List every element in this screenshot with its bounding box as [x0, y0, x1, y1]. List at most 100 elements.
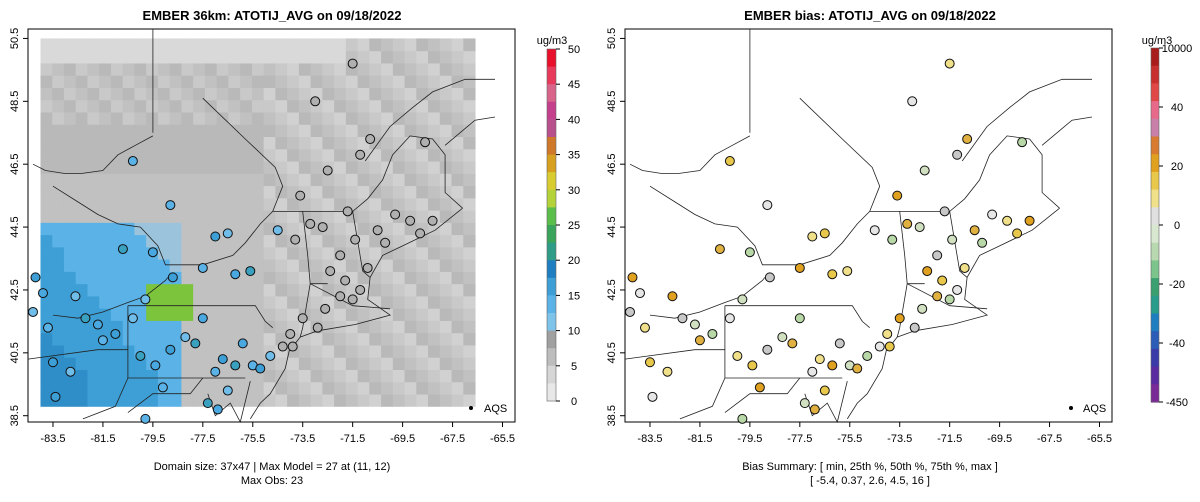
grid-cell: [110, 124, 124, 138]
grid-cell: [416, 99, 429, 113]
grid-cell: [216, 173, 229, 187]
grid-cell: [216, 75, 229, 88]
grid-cell: [169, 295, 182, 309]
bias-marker: [747, 360, 758, 371]
grid-cell: [463, 222, 476, 236]
grid-cell: [345, 357, 359, 370]
grid-cell: [334, 308, 347, 321]
grid-cell: [357, 344, 370, 358]
grid-cell: [87, 271, 100, 285]
grid-cell: [251, 136, 265, 150]
bias-marker: [647, 391, 658, 402]
grid-cell: [110, 75, 124, 88]
grid-cell: [463, 185, 476, 199]
colorbar-segment: [547, 189, 556, 208]
left-footer-line1: Domain size: 37x47 | Max Model = 27 at (…: [154, 461, 391, 473]
right-footer-line2: [ -5.4, 0.37, 2.6, 4.5, 16 ]: [810, 475, 930, 487]
grid-cell: [369, 124, 382, 138]
grid-cell: [369, 234, 382, 248]
grid-cell: [52, 197, 65, 211]
grid-cell: [63, 75, 77, 88]
grid-cell: [369, 87, 382, 101]
grid-cell: [63, 161, 77, 174]
grid-cell: [334, 148, 347, 162]
grid-cell: [75, 394, 88, 407]
border-line: [27, 349, 128, 360]
grid-cell: [334, 259, 347, 272]
grid-cell: [75, 50, 88, 64]
grid-cell: [122, 344, 135, 358]
grid-cell: [298, 112, 312, 125]
grid-cell: [52, 246, 65, 260]
site-marker: [30, 272, 41, 283]
grid-cell: [216, 308, 229, 321]
bias-marker: [737, 413, 748, 424]
grid-cell: [322, 148, 335, 162]
grid-cell: [287, 210, 300, 223]
grid-cell: [287, 124, 300, 138]
grid-cell: [240, 369, 253, 383]
grid-cell: [75, 75, 88, 88]
grid-cell: [439, 62, 453, 76]
colorbar-tick-label: 5: [571, 361, 577, 373]
grid-cell: [122, 320, 135, 334]
colorbar-segment: [547, 242, 556, 261]
grid-cell: [216, 124, 229, 138]
grid-cell: [287, 308, 300, 321]
y-tick-label: 46.5: [9, 153, 21, 174]
grid-cell: [110, 283, 124, 297]
grid-cell: [263, 87, 276, 101]
grid-cell: [181, 62, 194, 76]
grid-cell: [357, 210, 370, 223]
grid-cell: [251, 50, 265, 64]
grid-cell: [87, 87, 100, 101]
grid-cell: [357, 381, 370, 395]
grid-cell: [322, 210, 335, 223]
grid-cell: [334, 344, 347, 358]
grid-cell: [263, 173, 276, 187]
grid-cell: [146, 394, 159, 407]
grid-cell: [428, 124, 441, 138]
grid-cell: [87, 234, 100, 248]
site-marker: [317, 222, 328, 233]
grid-cell: [146, 75, 159, 88]
grid-cell: [99, 136, 112, 150]
grid-cell: [345, 161, 359, 174]
grid-cell: [40, 381, 53, 395]
x-tick-label: -67.5: [440, 433, 465, 445]
grid-cell: [428, 62, 441, 76]
grid-cell: [87, 124, 100, 138]
grid-cell: [322, 320, 335, 334]
colorbar-segment: [1151, 366, 1159, 385]
grid-cell: [451, 381, 464, 395]
grid-cell: [310, 173, 323, 187]
grid-cell: [263, 161, 276, 174]
grid-cell: [463, 75, 476, 88]
grid-cell: [345, 148, 359, 162]
grid-cell: [99, 259, 112, 272]
grid-cell: [357, 62, 370, 76]
grid-cell: [122, 357, 135, 370]
grid-cell: [404, 62, 417, 76]
grid-cell: [416, 320, 429, 334]
grid-cell: [369, 271, 382, 285]
grid-cell: [345, 87, 359, 101]
site-marker: [350, 234, 361, 245]
grid-cell: [439, 394, 453, 407]
grid-cell: [169, 136, 182, 150]
grid-cell: [322, 62, 335, 76]
grid-cell: [181, 381, 194, 395]
grid-cell: [439, 161, 453, 174]
colorbar-tick-label: 15: [568, 290, 580, 302]
site-marker: [405, 215, 416, 226]
grid-cell: [381, 50, 394, 64]
colorbar-tick-label: 10000: [1162, 43, 1193, 55]
grid-cell: [251, 344, 265, 358]
grid-cell: [322, 246, 335, 260]
grid-cell: [451, 283, 464, 297]
grid-cell: [181, 173, 194, 187]
grid-cell: [228, 75, 241, 88]
border-line: [629, 163, 678, 174]
grid-cell: [40, 38, 53, 52]
grid-cell: [228, 308, 241, 321]
